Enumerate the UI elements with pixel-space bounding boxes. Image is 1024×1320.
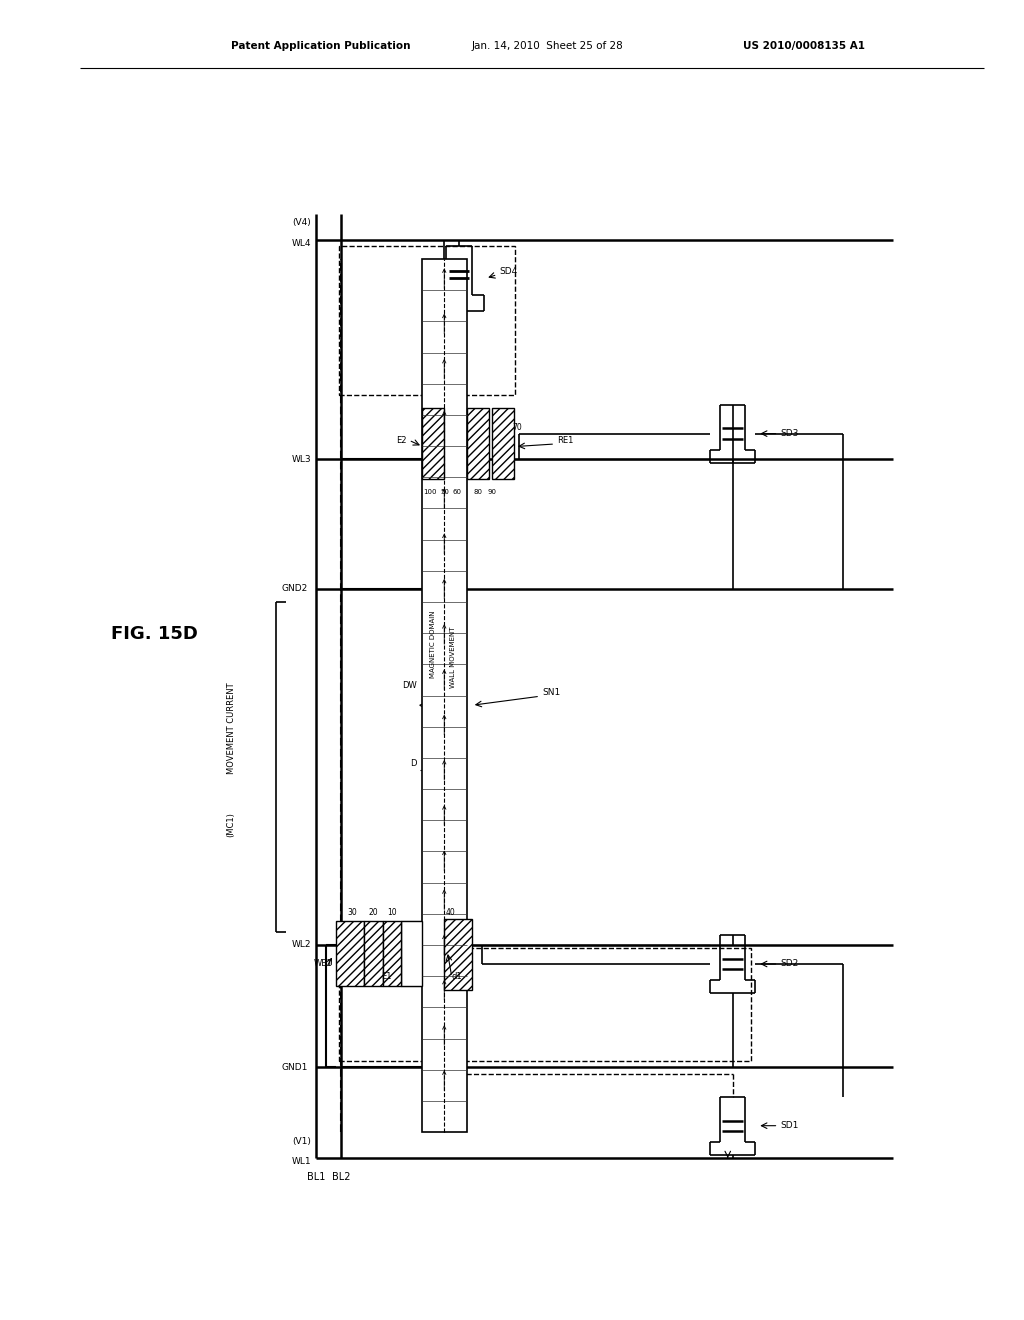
Bar [400,921,422,986]
Text: SD4: SD4 [500,268,518,276]
Text: d1: d1 [452,973,462,982]
Text: 70: 70 [512,422,522,432]
Text: WL3: WL3 [292,455,311,465]
Bar [336,921,365,986]
Bar [422,259,467,1133]
Text: 60: 60 [453,488,461,495]
Text: 80: 80 [473,488,482,495]
Text: 30: 30 [347,908,357,917]
Text: DW: DW [401,681,417,690]
Text: BL2: BL2 [332,1172,350,1183]
Text: SD2: SD2 [780,960,799,969]
Text: FIG. 15D: FIG. 15D [111,626,198,643]
Text: E1: E1 [381,973,392,982]
Text: (V4): (V4) [292,218,310,227]
Text: 20: 20 [369,908,378,917]
Bar [365,921,383,986]
Text: (V1): (V1) [292,1137,310,1146]
Text: 40: 40 [445,908,456,917]
Text: GND1: GND1 [281,1063,307,1072]
Text: 50: 50 [440,488,450,495]
Text: BL1: BL1 [307,1172,326,1183]
Bar [422,408,444,479]
Text: 10: 10 [387,908,396,917]
Text: GND2: GND2 [282,585,307,594]
Bar [444,919,472,990]
Bar [383,921,400,986]
Text: WL4: WL4 [292,239,311,248]
Text: SD1: SD1 [780,1121,799,1130]
Text: RE1: RE1 [557,436,573,445]
Text: WE1: WE1 [313,960,332,969]
Text: E2: E2 [396,436,407,445]
Text: SN1: SN1 [542,688,560,697]
Text: D: D [411,759,417,768]
Text: 100: 100 [423,488,436,495]
Bar [339,246,515,395]
Bar [492,408,514,479]
Text: WL1: WL1 [292,1158,311,1167]
Bar [339,949,751,1061]
Text: SD3: SD3 [780,429,799,438]
Text: (MC1): (MC1) [226,813,236,837]
Text: WL2: WL2 [292,940,311,949]
Bar [467,408,488,479]
Text: Patent Application Publication: Patent Application Publication [231,41,411,50]
Text: MAGNETIC DOMAIN: MAGNETIC DOMAIN [430,610,436,677]
Text: MOVEMENT CURRENT: MOVEMENT CURRENT [226,682,236,774]
Text: WALL MOVEMENT: WALL MOVEMENT [450,626,456,688]
Text: Jan. 14, 2010  Sheet 25 of 28: Jan. 14, 2010 Sheet 25 of 28 [472,41,624,50]
Text: 90: 90 [487,488,497,495]
Text: US 2010/0008135 A1: US 2010/0008135 A1 [742,41,865,50]
